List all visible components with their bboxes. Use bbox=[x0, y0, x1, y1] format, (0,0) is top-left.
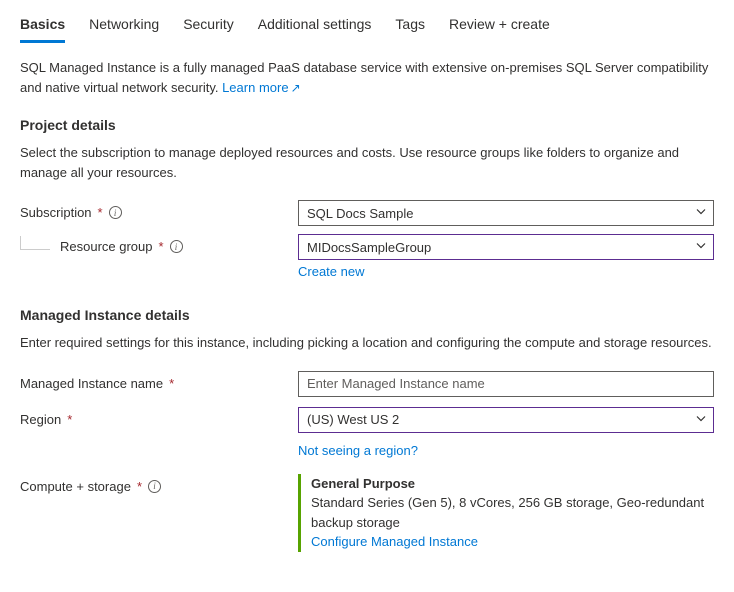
tab-tags[interactable]: Tags bbox=[395, 16, 425, 43]
tab-review-create[interactable]: Review + create bbox=[449, 16, 550, 43]
chevron-down-icon bbox=[695, 240, 707, 255]
managed-instance-desc: Enter required settings for this instanc… bbox=[20, 333, 714, 353]
resource-group-select[interactable]: MIDocsSampleGroup bbox=[298, 234, 714, 260]
tab-basics[interactable]: Basics bbox=[20, 16, 65, 43]
not-seeing-region-link[interactable]: Not seeing a region? bbox=[298, 443, 418, 458]
compute-storage-label: Compute + storage bbox=[20, 479, 131, 494]
intro-text: SQL Managed Instance is a fully managed … bbox=[20, 58, 714, 97]
region-select[interactable]: (US) West US 2 bbox=[298, 407, 714, 433]
compute-tier-title: General Purpose bbox=[311, 474, 714, 494]
subscription-select[interactable]: SQL Docs Sample bbox=[298, 200, 714, 226]
subscription-value: SQL Docs Sample bbox=[307, 206, 413, 221]
configure-managed-instance-link[interactable]: Configure Managed Instance bbox=[311, 534, 478, 549]
tab-networking[interactable]: Networking bbox=[89, 16, 159, 43]
resource-group-label: Resource group bbox=[60, 239, 153, 254]
chevron-down-icon bbox=[695, 412, 707, 427]
managed-instance-name-label: Managed Instance name bbox=[20, 376, 163, 391]
required-marker: * bbox=[98, 205, 103, 220]
info-icon[interactable]: i bbox=[148, 480, 161, 493]
tabs-bar: Basics Networking Security Additional se… bbox=[20, 16, 714, 44]
info-icon[interactable]: i bbox=[109, 206, 122, 219]
required-marker: * bbox=[159, 239, 164, 254]
tab-additional-settings[interactable]: Additional settings bbox=[258, 16, 372, 43]
compute-tier-desc: Standard Series (Gen 5), 8 vCores, 256 G… bbox=[311, 493, 714, 532]
external-link-icon: ↗ bbox=[291, 79, 301, 97]
tab-security[interactable]: Security bbox=[183, 16, 234, 43]
info-icon[interactable]: i bbox=[170, 240, 183, 253]
region-label: Region bbox=[20, 412, 61, 427]
region-value: (US) West US 2 bbox=[307, 412, 399, 427]
project-details-heading: Project details bbox=[20, 117, 714, 133]
required-marker: * bbox=[67, 412, 72, 427]
tree-connector bbox=[20, 236, 50, 250]
managed-instance-name-input[interactable] bbox=[298, 371, 714, 397]
chevron-down-icon bbox=[695, 206, 707, 221]
learn-more-link[interactable]: Learn more↗ bbox=[222, 80, 301, 95]
required-marker: * bbox=[137, 479, 142, 494]
resource-group-value: MIDocsSampleGroup bbox=[307, 240, 431, 255]
project-details-desc: Select the subscription to manage deploy… bbox=[20, 143, 714, 182]
create-new-link[interactable]: Create new bbox=[298, 264, 364, 279]
intro-body: SQL Managed Instance is a fully managed … bbox=[20, 60, 708, 95]
subscription-label: Subscription bbox=[20, 205, 92, 220]
managed-instance-heading: Managed Instance details bbox=[20, 307, 714, 323]
required-marker: * bbox=[169, 376, 174, 391]
compute-summary: General Purpose Standard Series (Gen 5),… bbox=[298, 474, 714, 552]
